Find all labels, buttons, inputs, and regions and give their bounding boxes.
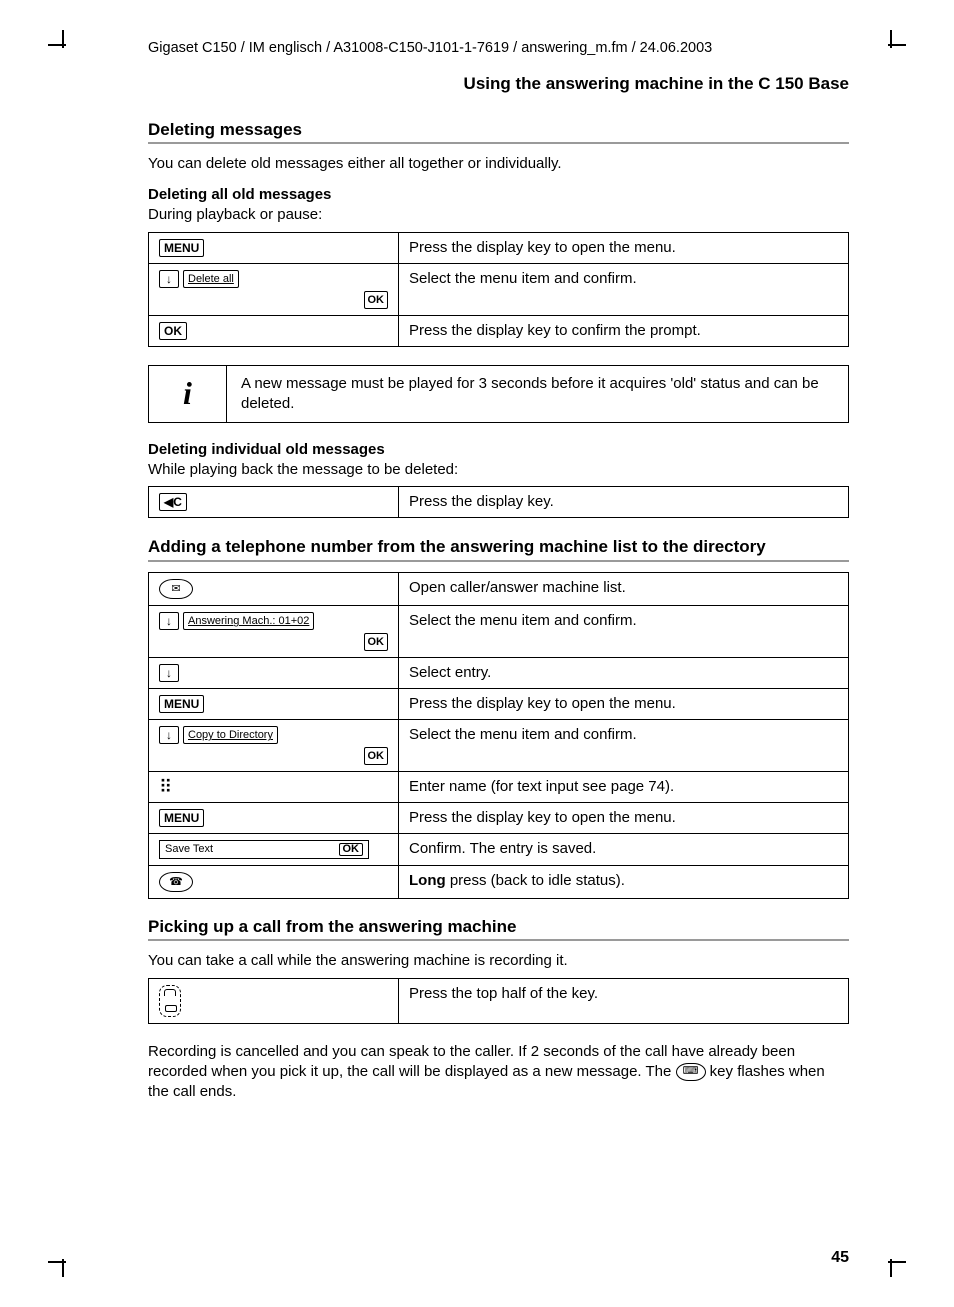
info-text: A new message must be played for 3 secon…	[227, 366, 848, 423]
table-row: Press the top half of the key.	[149, 978, 849, 1023]
step-text: Select entry.	[399, 658, 849, 689]
down-arrow-key: ↓	[159, 270, 179, 288]
section-heading: Picking up a call from the answering mac…	[148, 917, 849, 937]
table-row: ☎ Long press (back to idle status).	[149, 866, 849, 899]
step-text: Enter name (for text input see page 74).	[399, 772, 849, 803]
steps-table: Press the top half of the key.	[148, 978, 849, 1024]
hangup-icon: ☎	[159, 872, 193, 892]
table-row: Save Text OK Confirm. The entry is saved…	[149, 834, 849, 866]
table-row: MENU Press the display key to open the m…	[149, 232, 849, 263]
info-icon: i	[149, 366, 227, 423]
sub-heading: Deleting individual old messages	[148, 441, 849, 458]
step-text: Press the display key to open the menu.	[399, 689, 849, 720]
step-text: Select the menu item and confirm.	[399, 720, 849, 772]
body-text: You can take a call while the answering …	[148, 951, 849, 971]
header-path: Gigaset C150 / IM englisch / A31008-C150…	[148, 40, 849, 56]
talk-key-icon	[159, 985, 181, 1017]
table-row: MENU Press the display key to open the m…	[149, 689, 849, 720]
chapter-title: Using the answering machine in the C 150…	[148, 74, 849, 94]
step-text: Press the display key to confirm the pro…	[399, 315, 849, 346]
table-row: ↓ Copy to Directory OK Select the menu i…	[149, 720, 849, 772]
crop-mark	[62, 30, 64, 48]
section-heading: Deleting messages	[148, 120, 849, 140]
table-row: ↓ Answering Mach.: 01+02 OK Select the m…	[149, 606, 849, 658]
step-text: Long press (back to idle status).	[399, 866, 849, 899]
menu-item-key: Delete all	[183, 270, 239, 288]
table-row: ↓ Select entry.	[149, 658, 849, 689]
table-row: ◀C Press the display key.	[149, 487, 849, 518]
table-row: OK Press the display key to confirm the …	[149, 315, 849, 346]
ok-key: OK	[159, 322, 187, 340]
ok-key: OK	[339, 843, 364, 856]
table-row: ⠿ Enter name (for text input see page 74…	[149, 772, 849, 803]
message-key-icon: ⌨	[676, 1063, 706, 1081]
steps-table: MENU Press the display key to open the m…	[148, 232, 849, 347]
body-text: While playing back the message to be del…	[148, 460, 849, 480]
step-text: Confirm. The entry is saved.	[399, 834, 849, 866]
crop-mark	[890, 1259, 892, 1277]
ok-key: OK	[364, 633, 389, 651]
menu-key: MENU	[159, 695, 204, 713]
info-box: i A new message must be played for 3 sec…	[148, 365, 849, 424]
step-text: Select the menu item and confirm.	[399, 606, 849, 658]
table-row: ✉ Open caller/answer machine list.	[149, 573, 849, 606]
table-row: MENU Press the display key to open the m…	[149, 803, 849, 834]
steps-table: ◀C Press the display key.	[148, 486, 849, 518]
keypad-icon: ⠿	[159, 777, 170, 797]
steps-table: ✉ Open caller/answer machine list. ↓ Ans…	[148, 572, 849, 899]
menu-item-key: Copy to Directory	[183, 726, 278, 744]
menu-item-key: Answering Mach.: 01+02	[183, 612, 314, 630]
ok-key: OK	[364, 747, 389, 765]
step-text: Press the top half of the key.	[399, 978, 849, 1023]
step-text: Press the display key to open the menu.	[399, 232, 849, 263]
ok-key: OK	[364, 291, 389, 309]
down-arrow-key: ↓	[159, 726, 179, 744]
sub-heading: Deleting all old messages	[148, 186, 849, 203]
section-rule	[148, 560, 849, 562]
section-rule	[148, 939, 849, 941]
step-text: Open caller/answer machine list.	[399, 573, 849, 606]
save-text-label: Save Text	[165, 844, 213, 855]
section-rule	[148, 142, 849, 144]
crop-mark	[890, 30, 892, 48]
menu-key: MENU	[159, 809, 204, 827]
section-heading: Adding a telephone number from the answe…	[148, 536, 849, 558]
back-c-key: ◀C	[159, 493, 187, 511]
body-text: During playback or pause:	[148, 205, 849, 225]
menu-key: MENU	[159, 239, 204, 257]
step-text: Select the menu item and confirm.	[399, 263, 849, 315]
down-arrow-key: ↓	[159, 664, 179, 682]
page-number: 45	[831, 1249, 849, 1267]
step-text: Press the display key to open the menu.	[399, 803, 849, 834]
down-arrow-key: ↓	[159, 612, 179, 630]
table-row: ↓ Delete all OK Select the menu item and…	[149, 263, 849, 315]
step-text: Press the display key.	[399, 487, 849, 518]
envelope-icon: ✉	[159, 579, 193, 599]
body-text: You can delete old messages either all t…	[148, 154, 849, 174]
body-text: Recording is cancelled and you can speak…	[148, 1042, 849, 1103]
crop-mark	[62, 1259, 64, 1277]
